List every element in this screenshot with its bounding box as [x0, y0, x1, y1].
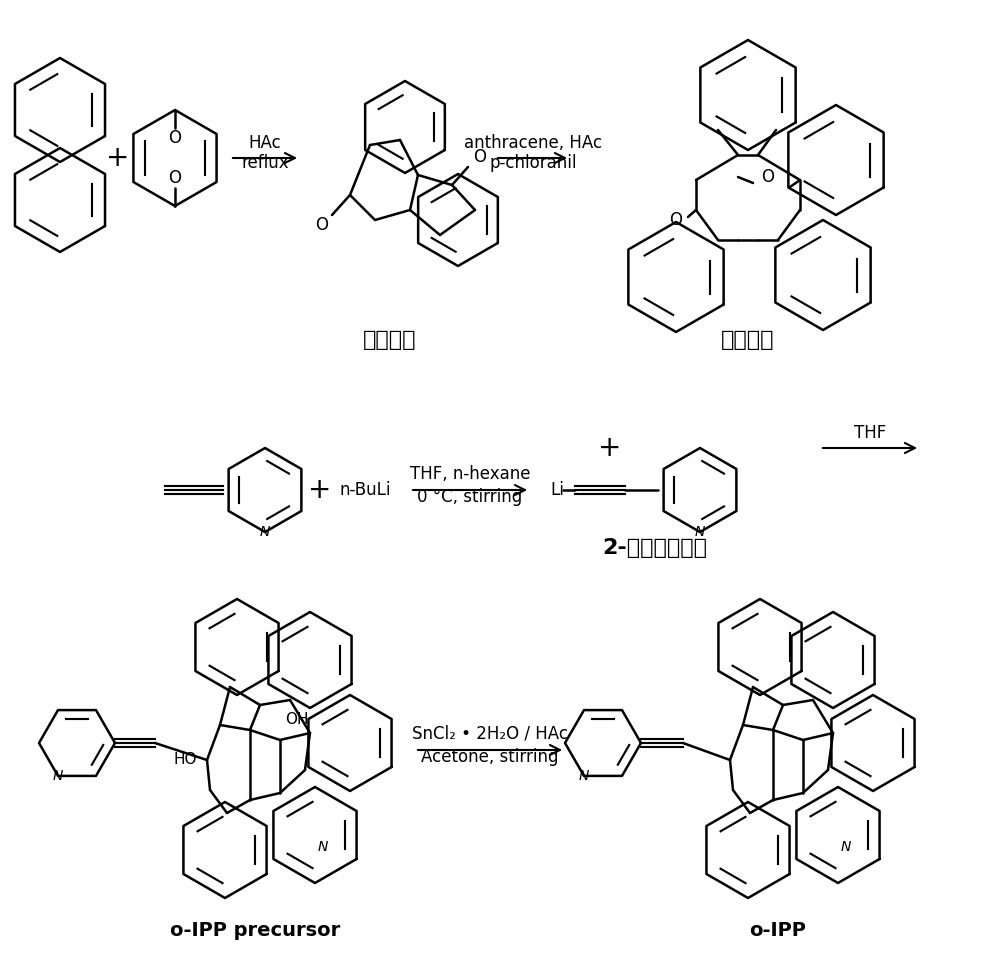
Text: o-IPP precursor: o-IPP precursor [170, 920, 340, 940]
Text: O: O [316, 216, 328, 234]
Text: THF, n-hexane: THF, n-hexane [410, 465, 530, 483]
Text: 三蝶烯醌: 三蝶烯醌 [363, 330, 417, 350]
Text: THF: THF [854, 424, 886, 442]
Text: O: O [474, 148, 486, 166]
Text: O: O [670, 211, 682, 229]
Text: 0 °C, stirring: 0 °C, stirring [417, 488, 523, 506]
Text: reflux: reflux [241, 154, 289, 172]
Text: N: N [695, 525, 705, 539]
Text: Li: Li [550, 481, 564, 499]
Text: O: O [168, 169, 182, 187]
Text: HAc: HAc [249, 134, 281, 152]
Text: Acetone, stirring: Acetone, stirring [421, 748, 559, 766]
Text: 2-乙炔基吡啶锂: 2-乙炔基吡啶锂 [602, 538, 708, 558]
Text: N: N [841, 840, 851, 854]
Text: N: N [260, 525, 270, 539]
Text: o-IPP: o-IPP [750, 920, 806, 940]
Text: SnCl₂ • 2H₂O / HAc: SnCl₂ • 2H₂O / HAc [412, 725, 568, 743]
Text: O: O [168, 129, 182, 147]
Text: N: N [579, 769, 589, 783]
Text: HO: HO [173, 752, 197, 767]
Text: +: + [308, 476, 332, 504]
Text: +: + [106, 144, 130, 172]
Text: O: O [762, 168, 774, 186]
Text: anthracene, HAc: anthracene, HAc [464, 134, 602, 152]
Text: +: + [598, 434, 622, 462]
Text: p-chloranil: p-chloranil [489, 154, 577, 172]
Text: 五蝶烯醌: 五蝶烯醌 [721, 330, 775, 350]
Text: n-BuLi: n-BuLi [339, 481, 391, 499]
Text: N: N [318, 840, 328, 854]
Text: OH: OH [285, 712, 309, 727]
Text: N: N [53, 769, 63, 783]
